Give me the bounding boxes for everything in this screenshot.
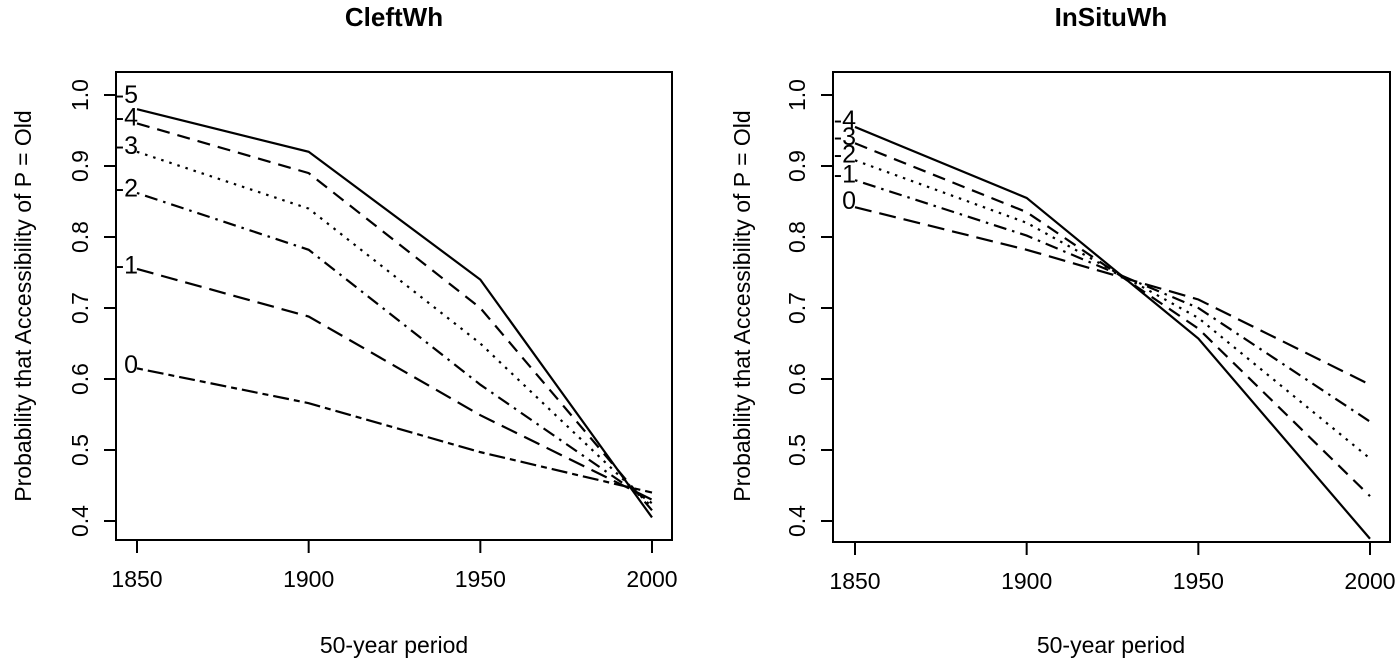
x-tick-label: 1900 bbox=[1001, 568, 1052, 594]
y-tick-label: 0.9 bbox=[784, 150, 810, 182]
plot-box bbox=[115, 71, 673, 541]
y-tick-label: 0.8 bbox=[67, 221, 93, 253]
y-tick-label: 0.7 bbox=[784, 292, 810, 324]
series-line--3 bbox=[136, 150, 653, 508]
series-label--3: -3 bbox=[834, 123, 856, 151]
x-tick-label: 1850 bbox=[829, 568, 880, 594]
series-label--3: -3 bbox=[116, 132, 138, 160]
x-tick-label: 1850 bbox=[111, 566, 162, 592]
y-tick-label: 1.0 bbox=[67, 79, 93, 111]
series-line-0 bbox=[854, 206, 1371, 386]
series-line-0 bbox=[136, 367, 653, 494]
x-tick-label: 2000 bbox=[1344, 568, 1395, 594]
series-line--3 bbox=[854, 142, 1371, 497]
series-line--1 bbox=[136, 267, 653, 501]
y-tick-label: 0.6 bbox=[67, 363, 93, 395]
series-label--4: -4 bbox=[116, 104, 138, 132]
series-label--4: -4 bbox=[834, 106, 856, 134]
series-line--1 bbox=[854, 179, 1371, 423]
y-tick-label: 0.4 bbox=[67, 505, 93, 537]
panel-title-cleftwh: CleftWh bbox=[344, 2, 444, 32]
y-tick-label: 0.6 bbox=[784, 363, 810, 395]
series-line--2 bbox=[854, 159, 1371, 460]
y-tick-label: 0.5 bbox=[784, 434, 810, 466]
series-line--4 bbox=[854, 125, 1371, 540]
x-axis-label-right-panel: 50-year period bbox=[1036, 632, 1186, 658]
y-tick-label: 0.9 bbox=[67, 150, 93, 182]
series-line--5 bbox=[136, 108, 653, 519]
series-line--4 bbox=[136, 122, 653, 512]
x-tick-label: 1950 bbox=[1173, 568, 1224, 594]
y-tick-label: 0.5 bbox=[67, 434, 93, 466]
series-label-0: 0 bbox=[842, 187, 856, 215]
y-tick-label: 0.7 bbox=[67, 292, 93, 324]
panel-title-insituwh: InSituWh bbox=[1054, 2, 1168, 32]
series-label--1: -1 bbox=[116, 251, 138, 279]
x-tick-label: 1900 bbox=[283, 566, 334, 592]
x-axis-label-left-panel: 50-year period bbox=[319, 632, 469, 658]
x-tick-label: 2000 bbox=[626, 566, 677, 592]
series-label--2: -2 bbox=[116, 175, 138, 203]
series-label--5: -5 bbox=[116, 81, 138, 109]
series-label-0: 0 bbox=[124, 351, 138, 379]
series-label--1: -1 bbox=[834, 161, 856, 189]
y-tick-label: 1.0 bbox=[784, 79, 810, 111]
x-tick-label: 1950 bbox=[455, 566, 506, 592]
series-label--2: -2 bbox=[834, 141, 856, 169]
y-tick-label: 0.8 bbox=[784, 221, 810, 253]
series-line--2 bbox=[136, 191, 653, 505]
plot-box bbox=[832, 71, 1391, 543]
y-tick-label: 0.4 bbox=[784, 505, 810, 537]
